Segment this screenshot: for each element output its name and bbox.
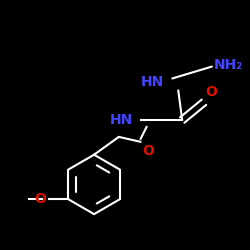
Text: O: O bbox=[35, 192, 46, 206]
Text: O: O bbox=[205, 85, 217, 99]
Text: HN: HN bbox=[110, 113, 133, 127]
Text: HN: HN bbox=[141, 76, 165, 90]
Text: O: O bbox=[142, 144, 154, 158]
Text: NH₂: NH₂ bbox=[214, 58, 243, 71]
